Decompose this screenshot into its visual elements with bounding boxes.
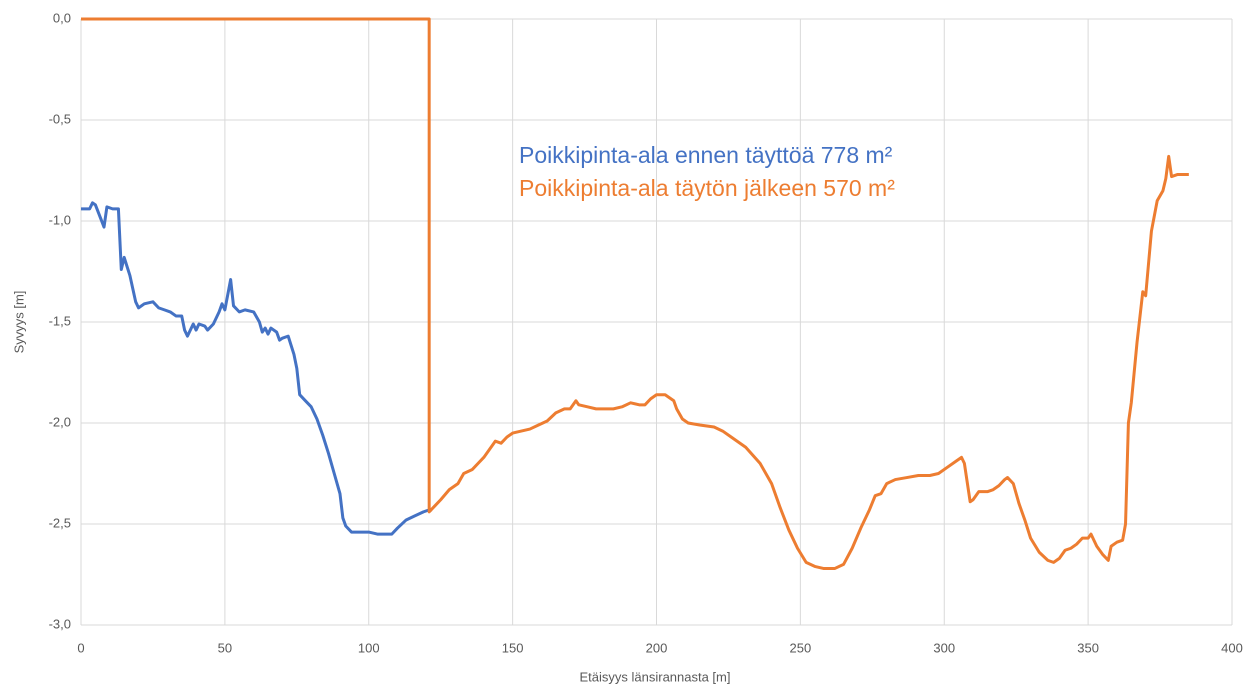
annotation: Poikkipinta-ala ennen täyttöä 778 m² — [519, 142, 893, 168]
x-tick-label: 350 — [1077, 640, 1099, 655]
y-tick-label: -3,0 — [49, 616, 71, 631]
y-tick-label: -1,5 — [49, 313, 71, 328]
y-tick-label: -2,5 — [49, 515, 71, 530]
x-tick-label: 300 — [933, 640, 955, 655]
y-axis-label: Syvyys [m] — [11, 291, 26, 354]
y-tick-label: 0,0 — [53, 10, 71, 25]
x-tick-label: 150 — [502, 640, 524, 655]
y-tick-label: -0,5 — [49, 111, 71, 126]
x-tick-label: 100 — [358, 640, 380, 655]
x-tick-label: 250 — [790, 640, 812, 655]
x-tick-label: 50 — [218, 640, 232, 655]
y-tick-label: -1,0 — [49, 212, 71, 227]
x-axis-label: Etäisyys länsirannasta [m] — [579, 669, 730, 684]
x-tick-label: 200 — [646, 640, 668, 655]
x-tick-label: 400 — [1221, 640, 1243, 655]
data-line — [81, 201, 433, 536]
x-tick-label: 0 — [77, 640, 84, 655]
annotation: Poikkipinta-ala täytön jälkeen 570 m² — [519, 175, 895, 201]
y-tick-label: -2,0 — [49, 414, 71, 429]
data-line — [81, 17, 1189, 570]
